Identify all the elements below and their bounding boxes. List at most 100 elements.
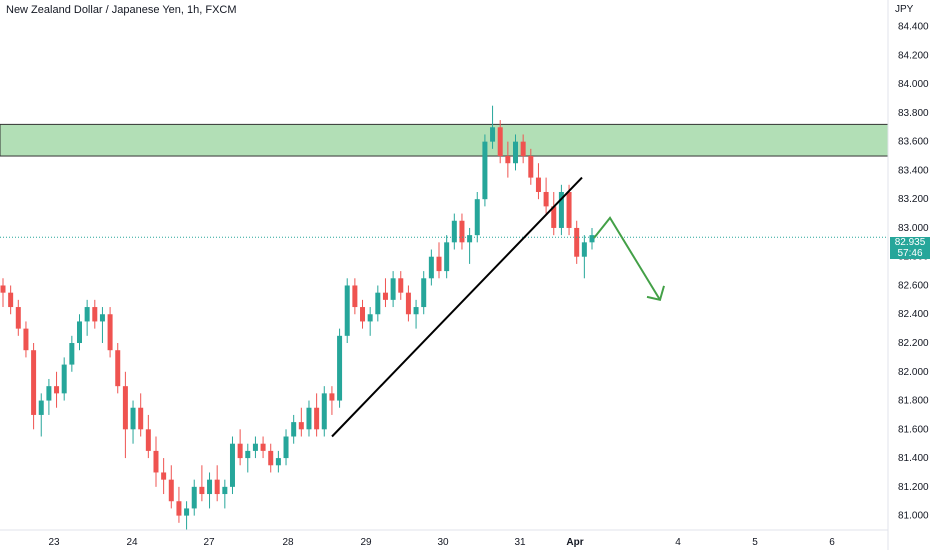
- candle-body: [513, 141, 519, 164]
- trendline[interactable]: [331, 176, 583, 438]
- candle: [275, 450, 281, 473]
- candle: [99, 307, 105, 344]
- y-tick-label: 81.200: [898, 482, 929, 493]
- candle-body: [283, 436, 289, 459]
- candle: [497, 120, 503, 164]
- candle-body: [382, 292, 388, 300]
- candle: [207, 472, 213, 509]
- candle-body: [8, 292, 14, 308]
- candle: [428, 249, 434, 286]
- candle: [245, 443, 251, 473]
- candle: [360, 299, 366, 329]
- candle-body: [0, 285, 6, 293]
- candle: [138, 393, 144, 437]
- candle: [92, 299, 98, 329]
- candle-body: [76, 321, 82, 344]
- candle: [260, 436, 266, 459]
- candle: [168, 465, 174, 509]
- candle-body: [566, 191, 572, 228]
- candle-body: [344, 285, 350, 336]
- candle: [474, 191, 480, 243]
- candle-body: [467, 235, 473, 243]
- candle-body: [122, 386, 128, 430]
- candle: [15, 299, 21, 336]
- candle: [490, 105, 496, 149]
- candle: [352, 278, 358, 315]
- y-tick-label: 83.200: [898, 194, 929, 205]
- candle: [107, 307, 113, 358]
- y-tick-label: 82.000: [898, 367, 929, 378]
- candle: [382, 278, 388, 308]
- candle: [31, 343, 37, 430]
- candle-body: [229, 443, 235, 487]
- candle: [8, 285, 14, 315]
- candle: [482, 134, 488, 207]
- candle-body: [61, 364, 67, 394]
- candle-body: [367, 314, 373, 322]
- candle-body: [237, 443, 243, 459]
- candle: [459, 213, 465, 250]
- candle-body: [436, 256, 442, 272]
- candle: [321, 386, 327, 437]
- y-tick-label: 84.400: [898, 22, 929, 33]
- candle: [283, 429, 289, 466]
- x-tick-label: 29: [360, 537, 372, 548]
- candle: [367, 307, 373, 336]
- projection-path[interactable]: [593, 216, 661, 301]
- candle-body: [92, 307, 98, 322]
- x-tick-label: 6: [829, 537, 835, 548]
- candle-body: [314, 407, 320, 430]
- candle-body: [428, 256, 434, 279]
- last-price-badge[interactable]: 82.935 57:46: [890, 237, 930, 259]
- candle: [451, 213, 457, 250]
- time-axis[interactable]: 23 24 27 28 29 30 31 Apr 4 5 6: [48, 537, 835, 548]
- candle: [558, 184, 564, 236]
- candle-body: [306, 407, 312, 430]
- candle: [145, 414, 151, 459]
- projection-arrowhead: [646, 285, 665, 302]
- x-tick-label: 4: [675, 537, 681, 548]
- candle-body: [543, 191, 549, 207]
- y-tick-label: 82.200: [898, 338, 929, 349]
- candle: [46, 378, 52, 415]
- candle: [581, 235, 587, 279]
- candle: [444, 235, 450, 279]
- candle-body: [214, 479, 220, 495]
- candle: [115, 343, 121, 394]
- candle: [153, 436, 159, 487]
- candle: [398, 271, 404, 300]
- candle: [314, 393, 320, 437]
- candle-body: [54, 386, 60, 394]
- candle: [535, 163, 541, 200]
- candle: [467, 227, 473, 264]
- candle-body: [31, 350, 37, 415]
- candle: [551, 191, 557, 236]
- candle: [421, 271, 427, 315]
- candle: [513, 134, 519, 171]
- candle-body: [38, 400, 44, 415]
- candle: [122, 371, 128, 459]
- candle-body: [298, 422, 304, 430]
- candle: [344, 278, 350, 344]
- resistance-zone[interactable]: [0, 123, 889, 157]
- candle-body: [153, 450, 159, 473]
- candle: [0, 278, 6, 308]
- candle-body: [260, 443, 266, 451]
- x-tick-label: 30: [437, 537, 449, 548]
- y-tick-label: 83.400: [898, 165, 929, 176]
- y-tick-label: 81.400: [898, 453, 929, 464]
- candle-body: [451, 220, 457, 243]
- candle: [375, 285, 381, 322]
- candle-body: [268, 450, 274, 466]
- candle: [589, 227, 595, 250]
- candle: [566, 184, 572, 236]
- candle-body: [138, 407, 144, 430]
- y-tick-label: 83.600: [898, 137, 929, 148]
- candle-body: [459, 220, 465, 243]
- candle: [436, 242, 442, 279]
- candle: [61, 357, 67, 401]
- candle-body: [551, 206, 557, 228]
- candle-body: [497, 127, 503, 157]
- drawings-layer: [0, 176, 888, 438]
